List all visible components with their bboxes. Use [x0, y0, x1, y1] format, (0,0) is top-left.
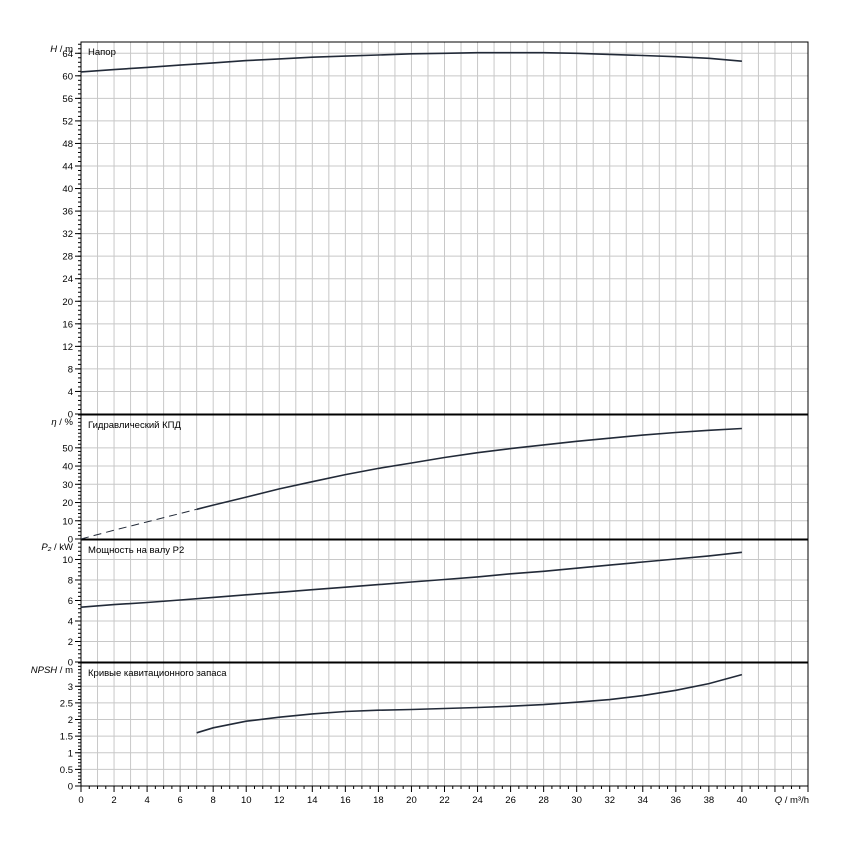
x-tick-label: 4: [144, 795, 149, 806]
y-tick-label: 40: [62, 184, 73, 195]
y-tick-label: 10: [62, 555, 73, 566]
panel-title: Кривые кавитационного запаса: [88, 668, 227, 679]
x-tick-label: 28: [538, 795, 549, 806]
x-tick-label: 12: [274, 795, 285, 806]
panel-frame: [80, 41, 809, 415]
y-tick-label: 30: [62, 480, 73, 491]
y-axis-label: NPSH / m: [31, 665, 73, 676]
y-tick-label: 2: [68, 715, 73, 726]
x-tick-label: 34: [637, 795, 648, 806]
x-tick-label: 18: [373, 795, 384, 806]
y-tick-label: 0: [68, 535, 73, 546]
y-tick-label: 16: [62, 319, 73, 330]
x-tick-label: 20: [406, 795, 417, 806]
panel-efficiency: 0 10 20 30 40 50 η / % Гидравлический КПД: [51, 414, 809, 546]
y-tick-label: 1.5: [60, 732, 73, 743]
y-tick-label: 2.5: [60, 698, 73, 709]
y-tick-label: 0: [68, 782, 73, 793]
x-tick-label: 0: [78, 795, 83, 806]
x-tick-label: 2: [111, 795, 116, 806]
x-axis-label: Q / m³/h: [775, 795, 809, 806]
x-tick-label: 36: [671, 795, 682, 806]
x-tick-label: 10: [241, 795, 252, 806]
panel-npsh: 0 0.5 1 1.5 2 2.5 3 NPSH / m Кривые кавитационно…: [31, 662, 809, 793]
panel-frame: [80, 539, 809, 663]
x-tick-label: 24: [472, 795, 483, 806]
y-tick-label: 44: [62, 162, 73, 173]
y-tick-label: 4: [68, 387, 73, 398]
y-axis-label: H / m: [50, 44, 73, 55]
y-tick-label: 10: [62, 516, 73, 527]
y-tick-label: 52: [62, 116, 73, 127]
y-tick-label: 1: [68, 748, 73, 759]
x-tick-label: 26: [505, 795, 516, 806]
y-tick-label: 2: [68, 637, 73, 648]
x-tick-label: 16: [340, 795, 351, 806]
x-tick-label: 32: [604, 795, 615, 806]
x-axis: 0 2 4 6 8 10 12 14 16 18 20 22 24 26 28 30 32 34 36 38 40 Q /…: [78, 786, 809, 806]
y-tick-label: 24: [62, 274, 73, 285]
y-tick-label: 40: [62, 462, 73, 473]
y-tick-label: 20: [62, 297, 73, 308]
y-tick-label: 32: [62, 229, 73, 240]
panel-title: Гидравлический КПД: [88, 420, 181, 431]
panel-title: Мощность на валу P2: [88, 545, 184, 556]
series-line-power: [80, 551, 742, 608]
x-tick-label: 8: [211, 795, 216, 806]
series-line-head: [80, 51, 742, 73]
panel-frame: [80, 414, 809, 540]
y-tick-label: 4: [68, 616, 73, 627]
y-tick-label: 28: [62, 252, 73, 263]
y-tick-label: 8: [68, 364, 73, 375]
y-tick-label: 20: [62, 498, 73, 509]
y-tick-label: 50: [62, 443, 73, 454]
panel-title: Напор: [88, 47, 116, 58]
x-tick-label: 38: [704, 795, 715, 806]
y-tick-label: 8: [68, 575, 73, 586]
y-tick-label: 0.5: [60, 765, 73, 776]
x-tick-label: 22: [439, 795, 450, 806]
x-tick-label: 14: [307, 795, 318, 806]
y-tick-label: 60: [62, 71, 73, 82]
x-tick-label: 30: [571, 795, 582, 806]
y-tick-label: 48: [62, 139, 73, 150]
y-tick-label: 6: [68, 596, 73, 607]
panel-power: 0 2 4 6 8 10 P₂ / kW Мощность на валу P2: [41, 539, 809, 669]
series-line-efficiency-dashed: [80, 508, 197, 540]
y-tick-label: 0: [68, 410, 73, 421]
series-line-efficiency: [196, 427, 742, 511]
y-tick-label: 3: [68, 682, 73, 693]
y-axis-label: η / %: [51, 417, 73, 428]
y-tick-label: 0: [68, 658, 73, 669]
series-line-npsh: [196, 673, 743, 734]
y-tick-label: 64: [62, 49, 73, 60]
y-tick-label: 36: [62, 207, 73, 218]
x-tick-label: 6: [177, 795, 182, 806]
y-tick-label: 12: [62, 342, 73, 353]
y-axis-label: P₂ / kW: [41, 542, 73, 553]
x-tick-label: 40: [737, 795, 748, 806]
y-tick-label: 56: [62, 94, 73, 105]
